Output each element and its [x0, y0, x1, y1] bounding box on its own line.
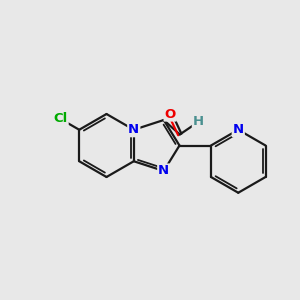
Text: N: N — [128, 123, 139, 136]
Text: N: N — [158, 164, 169, 178]
Text: O: O — [165, 108, 176, 121]
Text: N: N — [233, 123, 244, 136]
Text: H: H — [193, 116, 204, 128]
Text: Cl: Cl — [53, 112, 68, 125]
